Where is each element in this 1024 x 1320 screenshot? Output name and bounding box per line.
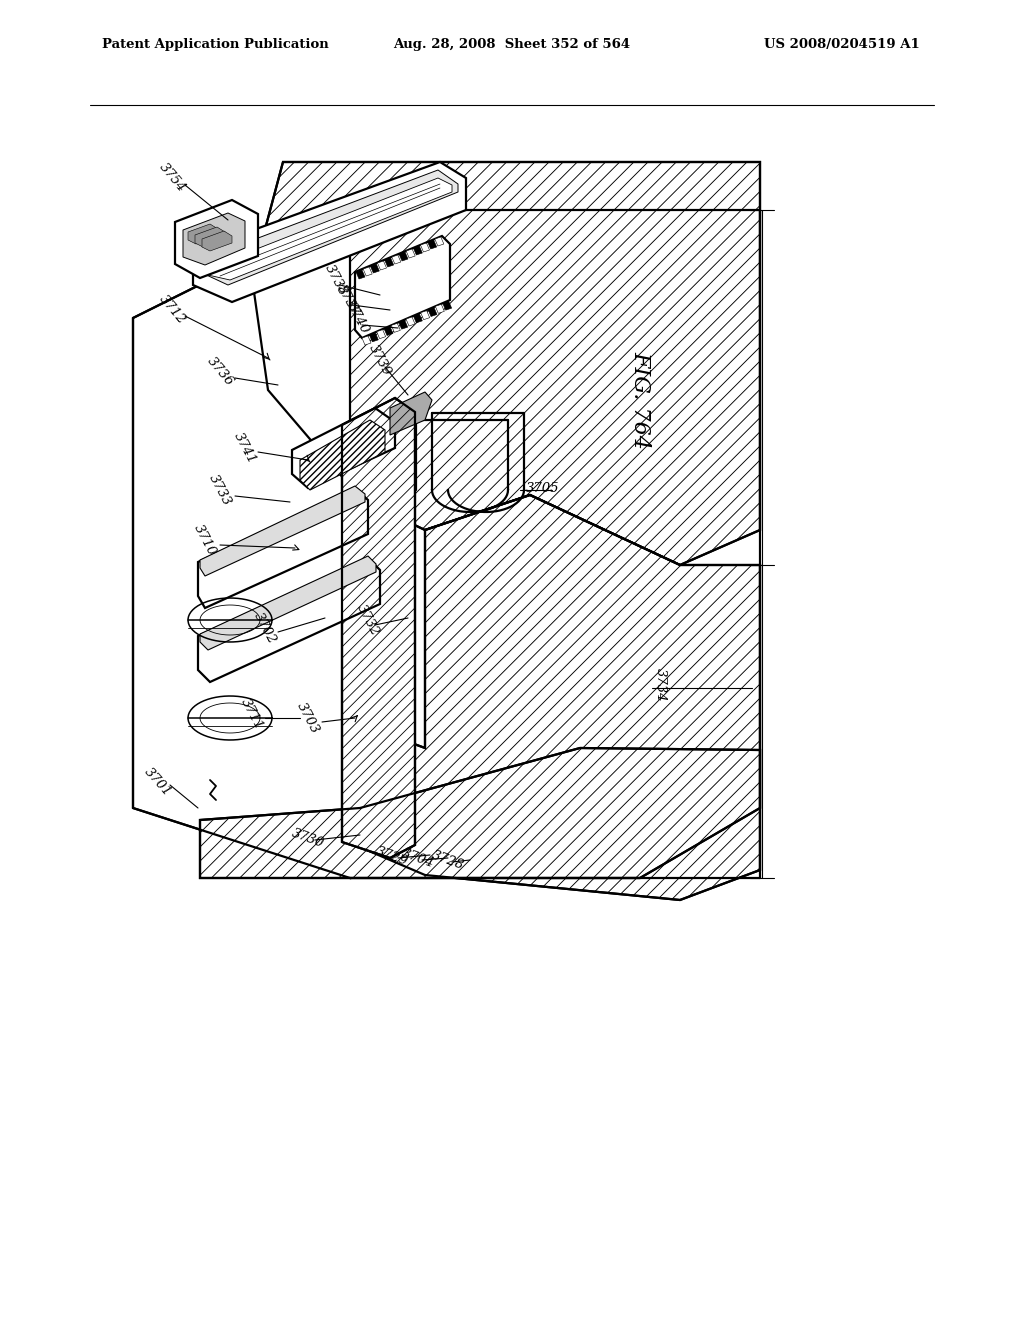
- Text: 3738: 3738: [323, 263, 349, 298]
- Polygon shape: [428, 240, 436, 249]
- Text: 3702: 3702: [252, 610, 279, 645]
- Polygon shape: [195, 227, 225, 247]
- Polygon shape: [391, 323, 400, 333]
- Polygon shape: [384, 326, 393, 335]
- Polygon shape: [414, 246, 422, 255]
- Polygon shape: [398, 321, 408, 329]
- Polygon shape: [300, 420, 385, 490]
- Polygon shape: [200, 170, 458, 285]
- Polygon shape: [392, 255, 400, 264]
- Polygon shape: [421, 243, 429, 252]
- Polygon shape: [428, 308, 437, 317]
- Polygon shape: [435, 305, 444, 313]
- Text: 3710: 3710: [191, 523, 218, 558]
- Polygon shape: [399, 252, 408, 261]
- Polygon shape: [421, 310, 430, 319]
- Text: 3704: 3704: [400, 846, 436, 870]
- Text: 3711: 3711: [239, 696, 265, 731]
- Polygon shape: [208, 178, 452, 280]
- Polygon shape: [371, 264, 379, 273]
- Polygon shape: [355, 236, 450, 338]
- Polygon shape: [133, 210, 350, 878]
- Polygon shape: [200, 556, 376, 649]
- Text: 3705: 3705: [526, 482, 559, 495]
- Polygon shape: [198, 558, 380, 682]
- Text: 3736: 3736: [204, 355, 236, 389]
- Text: US 2008/0204519 A1: US 2008/0204519 A1: [764, 38, 920, 51]
- Polygon shape: [406, 317, 415, 326]
- Polygon shape: [362, 337, 371, 345]
- Text: 3754: 3754: [157, 161, 187, 195]
- Text: Aug. 28, 2008  Sheet 352 of 564: Aug. 28, 2008 Sheet 352 of 564: [393, 38, 631, 51]
- Polygon shape: [442, 301, 452, 310]
- Text: 3712: 3712: [157, 293, 187, 327]
- Polygon shape: [378, 261, 386, 271]
- Polygon shape: [370, 333, 378, 342]
- Polygon shape: [200, 486, 365, 576]
- Polygon shape: [175, 201, 258, 279]
- Polygon shape: [407, 249, 415, 257]
- Text: 3740: 3740: [344, 300, 372, 335]
- Polygon shape: [188, 224, 218, 244]
- Text: 3739: 3739: [367, 342, 393, 378]
- Polygon shape: [414, 314, 422, 323]
- Text: 3729: 3729: [374, 845, 410, 867]
- Polygon shape: [193, 162, 466, 302]
- Polygon shape: [355, 495, 760, 900]
- Polygon shape: [292, 408, 395, 488]
- Polygon shape: [385, 257, 393, 267]
- Text: 3701: 3701: [142, 766, 174, 799]
- Text: FIG. 764: FIG. 764: [629, 351, 651, 449]
- Text: 3741: 3741: [231, 430, 259, 466]
- Text: 3703: 3703: [294, 700, 322, 735]
- Text: 3737: 3737: [335, 282, 361, 318]
- Text: 3730: 3730: [290, 826, 326, 850]
- Polygon shape: [377, 330, 386, 339]
- Polygon shape: [390, 392, 432, 436]
- Polygon shape: [356, 271, 365, 279]
- Polygon shape: [183, 213, 245, 265]
- Polygon shape: [200, 748, 760, 878]
- Text: 3734: 3734: [653, 668, 667, 702]
- Text: 3732: 3732: [354, 602, 382, 638]
- Polygon shape: [202, 231, 232, 251]
- Text: 3728: 3728: [430, 849, 466, 871]
- Polygon shape: [198, 488, 368, 609]
- Text: Patent Application Publication: Patent Application Publication: [102, 38, 329, 51]
- Polygon shape: [252, 162, 760, 565]
- Polygon shape: [364, 267, 372, 276]
- Polygon shape: [342, 399, 415, 858]
- Text: 3733: 3733: [207, 473, 233, 508]
- Polygon shape: [435, 238, 443, 246]
